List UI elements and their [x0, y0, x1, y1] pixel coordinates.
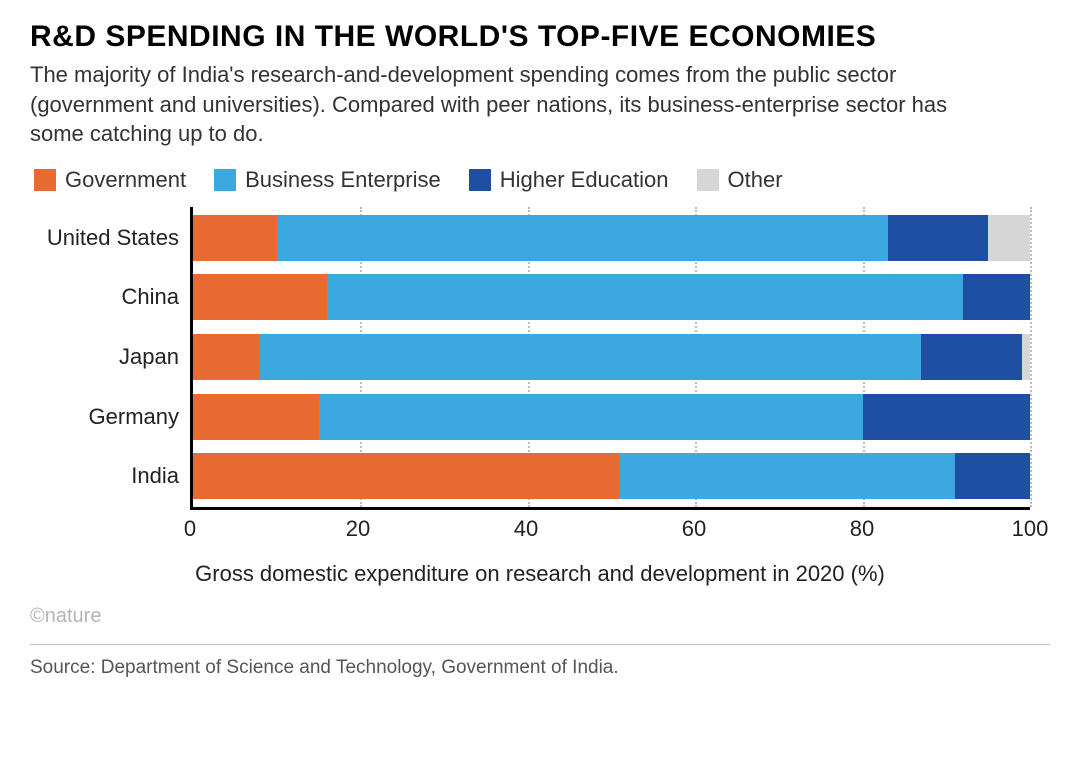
legend-swatch: [697, 169, 719, 191]
x-tick-label: 0: [184, 516, 196, 542]
bar-segment: [921, 334, 1021, 380]
bar-segment: [988, 215, 1030, 261]
bar-segment: [863, 394, 1030, 440]
x-axis: 020406080100: [190, 507, 1030, 557]
category-label: United States: [47, 225, 193, 251]
bar-segment: [277, 215, 888, 261]
bar-segment: [193, 394, 319, 440]
legend-swatch: [214, 169, 236, 191]
legend: Government Business Enterprise Higher Educ…: [30, 167, 1050, 193]
legend-swatch: [469, 169, 491, 191]
chart-subtitle: The majority of India's research-and-dev…: [30, 60, 990, 149]
bar-segment: [193, 274, 327, 320]
category-label: India: [131, 463, 193, 489]
bar-segment: [319, 394, 863, 440]
bar-row: Japan: [193, 334, 1030, 380]
bar-segment: [260, 334, 921, 380]
plot-area: United States China Japan Germany India: [190, 207, 1030, 507]
bar-row: United States: [193, 215, 1030, 261]
x-tick-label: 80: [850, 516, 874, 542]
legend-label: Higher Education: [500, 167, 669, 193]
divider: [30, 644, 1050, 645]
bars-container: United States China Japan Germany India: [193, 207, 1030, 507]
bar-segment: [327, 274, 963, 320]
legend-item: Higher Education: [469, 167, 669, 193]
legend-item: Business Enterprise: [214, 167, 441, 193]
chart-area: United StatesChinaJapanGermanyIndia: [30, 207, 1050, 507]
category-label: Japan: [119, 344, 193, 370]
x-tick-label: 40: [514, 516, 538, 542]
bar-row: India: [193, 453, 1030, 499]
stacked-bar: [193, 334, 1030, 380]
bar-segment: [620, 453, 955, 499]
bar-segment: [193, 215, 277, 261]
chart-title: R&D SPENDING IN THE WORLD'S TOP-FIVE ECO…: [30, 20, 1050, 54]
bar-segment: [955, 453, 1030, 499]
legend-swatch: [34, 169, 56, 191]
stacked-bar: [193, 274, 1030, 320]
x-axis-label: Gross domestic expenditure on research a…: [30, 561, 1050, 587]
stacked-bar: [193, 453, 1030, 499]
x-tick-label: 100: [1012, 516, 1049, 542]
legend-item: Other: [697, 167, 783, 193]
bar-segment: [193, 453, 620, 499]
x-tick-label: 20: [346, 516, 370, 542]
category-label: China: [122, 284, 193, 310]
stacked-bar: [193, 215, 1030, 261]
bar-row: Germany: [193, 394, 1030, 440]
legend-label: Other: [728, 167, 783, 193]
legend-item: Government: [34, 167, 186, 193]
credit-text: ©nature: [30, 605, 1050, 628]
category-label: Germany: [89, 404, 193, 430]
source-text: Source: Department of Science and Techno…: [30, 657, 1050, 679]
bar-segment: [1022, 334, 1030, 380]
legend-label: Government: [65, 167, 186, 193]
bar-segment: [193, 334, 260, 380]
gridline: [1030, 207, 1032, 507]
x-tick-label: 60: [682, 516, 706, 542]
bar-segment: [888, 215, 988, 261]
bar-segment: [963, 274, 1030, 320]
legend-label: Business Enterprise: [245, 167, 441, 193]
bar-row: China: [193, 274, 1030, 320]
stacked-bar: [193, 394, 1030, 440]
